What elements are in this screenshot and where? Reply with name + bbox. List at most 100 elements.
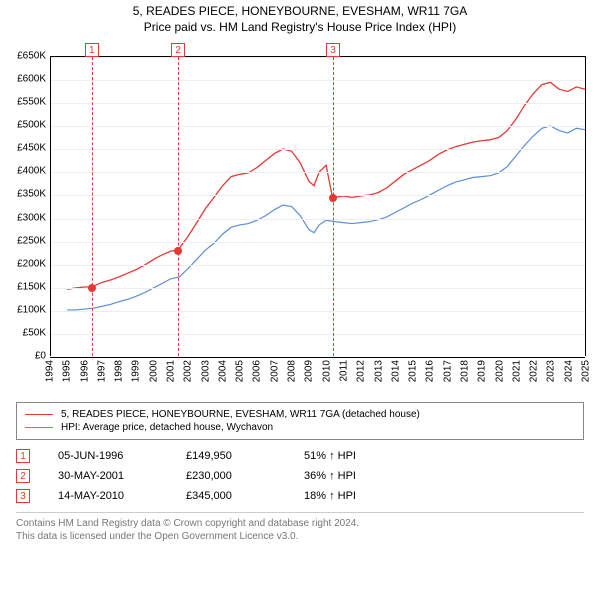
sales-row: 2 30-MAY-2001 £230,000 36% ↑ HPI — [16, 466, 584, 486]
y-tick-label: £600K — [17, 74, 46, 85]
x-tick-label: 2013 — [373, 360, 384, 382]
x-tick-label: 2005 — [235, 360, 246, 382]
footer: Contains HM Land Registry data © Crown c… — [16, 512, 584, 543]
x-tick-label: 1997 — [96, 360, 107, 382]
sales-row-number: 2 — [16, 469, 30, 483]
legend-row: HPI: Average price, detached house, Wych… — [25, 422, 575, 433]
gridline — [50, 172, 585, 173]
x-tick-label: 2021 — [511, 360, 522, 382]
gridline — [50, 149, 585, 150]
x-tick-label: 2010 — [321, 360, 332, 382]
legend-swatch — [25, 427, 53, 428]
x-tick-label: 2020 — [494, 360, 505, 382]
x-tick-label: 2002 — [183, 360, 194, 382]
sales-table: 1 05-JUN-1996 £149,950 51% ↑ HPI 2 30-MAY-200… — [16, 446, 584, 506]
series-property — [67, 82, 585, 289]
x-tick-label: 2024 — [563, 360, 574, 382]
title-block: 5, READES PIECE, HONEYBOURNE, EVESHAM, W… — [8, 4, 592, 34]
x-tick-label: 2001 — [166, 360, 177, 382]
gridline — [50, 80, 585, 81]
y-tick-label: £200K — [17, 258, 46, 269]
x-tick-label: 2017 — [442, 360, 453, 382]
gridline — [50, 334, 585, 335]
x-tick-label: 1995 — [62, 360, 73, 382]
sale-marker-number: 1 — [85, 43, 99, 57]
legend-label: HPI: Average price, detached house, Wych… — [61, 422, 273, 433]
y-tick-label: £650K — [17, 51, 46, 62]
y-tick-label: £300K — [17, 212, 46, 223]
x-axis: 1994199519961997199819992000200120022003… — [50, 356, 586, 400]
y-tick-label: £500K — [17, 120, 46, 131]
sales-row: 1 05-JUN-1996 £149,950 51% ↑ HPI — [16, 446, 584, 466]
y-tick-label: £450K — [17, 143, 46, 154]
sales-row-price: £345,000 — [186, 490, 276, 502]
y-tick-label: £150K — [17, 281, 46, 292]
x-tick-label: 2016 — [425, 360, 436, 382]
sales-row-date: 30-MAY-2001 — [58, 470, 158, 482]
x-tick-label: 2023 — [546, 360, 557, 382]
x-tick-label: 1998 — [114, 360, 125, 382]
gridline — [50, 219, 585, 220]
x-tick-label: 1994 — [45, 360, 56, 382]
x-tick-label: 2022 — [529, 360, 540, 382]
x-tick-label: 2008 — [287, 360, 298, 382]
x-tick-label: 1999 — [131, 360, 142, 382]
y-axis: £0£50K£100K£150K£200K£250K£300K£350K£400… — [8, 56, 48, 356]
x-tick-label: 2004 — [217, 360, 228, 382]
footer-copyright: Contains HM Land Registry data © Crown c… — [16, 517, 584, 530]
sale-marker-dot — [88, 284, 96, 292]
x-tick-label: 2018 — [459, 360, 470, 382]
gridline — [50, 311, 585, 312]
legend-row: 5, READES PIECE, HONEYBOURNE, EVESHAM, W… — [25, 409, 575, 420]
gridline — [50, 242, 585, 243]
x-tick-label: 2014 — [390, 360, 401, 382]
sales-row-price: £230,000 — [186, 470, 276, 482]
x-tick-label: 2011 — [338, 360, 349, 382]
legend: 5, READES PIECE, HONEYBOURNE, EVESHAM, W… — [16, 402, 584, 440]
x-tick-label: 2000 — [148, 360, 159, 382]
y-tick-label: £50K — [23, 327, 46, 338]
footer-licence: This data is licensed under the Open Gov… — [16, 530, 584, 543]
sale-marker-dot — [329, 194, 337, 202]
sales-row-price: £149,950 — [186, 450, 276, 462]
x-tick-label: 2019 — [477, 360, 488, 382]
sale-marker-line — [92, 57, 93, 356]
sales-row-pct: 36% ↑ HPI — [304, 470, 394, 482]
sales-row: 3 14-MAY-2010 £345,000 18% ↑ HPI — [16, 486, 584, 506]
sale-marker-number: 2 — [171, 43, 185, 57]
x-tick-label: 2009 — [304, 360, 315, 382]
gridline — [50, 103, 585, 104]
x-tick-label: 1996 — [79, 360, 90, 382]
y-tick-label: £550K — [17, 97, 46, 108]
sales-row-date: 14-MAY-2010 — [58, 490, 158, 502]
y-tick-label: £350K — [17, 189, 46, 200]
legend-swatch — [25, 414, 53, 415]
gridline — [50, 265, 585, 266]
sales-row-date: 05-JUN-1996 — [58, 450, 158, 462]
sales-row-number: 3 — [16, 489, 30, 503]
sales-row-number: 1 — [16, 449, 30, 463]
gridline — [50, 288, 585, 289]
sale-marker-number: 3 — [326, 43, 340, 57]
title-address: 5, READES PIECE, HONEYBOURNE, EVESHAM, W… — [8, 4, 592, 18]
sales-row-pct: 51% ↑ HPI — [304, 450, 394, 462]
y-tick-label: £400K — [17, 166, 46, 177]
y-tick-label: £250K — [17, 235, 46, 246]
plot-region: 123 — [50, 56, 586, 356]
gridline — [50, 126, 585, 127]
sales-row-pct: 18% ↑ HPI — [304, 490, 394, 502]
y-tick-label: £100K — [17, 304, 46, 315]
x-tick-label: 2025 — [581, 360, 592, 382]
x-tick-label: 2012 — [356, 360, 367, 382]
chart-container: 5, READES PIECE, HONEYBOURNE, EVESHAM, W… — [0, 0, 600, 551]
x-tick-label: 2015 — [408, 360, 419, 382]
gridline — [50, 57, 585, 58]
sale-marker-line — [178, 57, 179, 356]
sale-marker-line — [333, 57, 334, 356]
title-subtitle: Price paid vs. HM Land Registry's House … — [8, 20, 592, 34]
sale-marker-dot — [174, 247, 182, 255]
x-tick-label: 2007 — [269, 360, 280, 382]
gridline — [50, 195, 585, 196]
x-tick-label: 2006 — [252, 360, 263, 382]
chart-area: £0£50K£100K£150K£200K£250K£300K£350K£400… — [8, 40, 592, 400]
